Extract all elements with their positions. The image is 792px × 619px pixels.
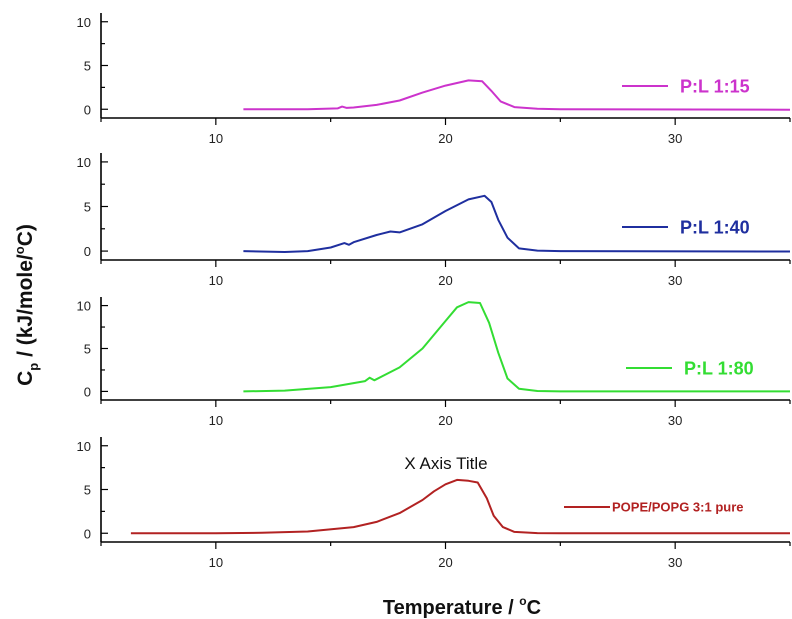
x-tick-label: 20 bbox=[438, 555, 452, 570]
legend-label: P:L 1:15 bbox=[680, 76, 750, 96]
y-axis-title-main: C bbox=[14, 371, 37, 386]
x-axis-title: Temperature / oC bbox=[383, 594, 541, 619]
y-axis-title-degree: o bbox=[12, 246, 27, 254]
x-tick-label: 30 bbox=[668, 413, 682, 428]
panel-4: 0 5 10 10 20 30 POPE/POPG 3:1 pure bbox=[77, 437, 791, 570]
y-tick-label: 0 bbox=[84, 384, 91, 399]
x-axis-title-end: C bbox=[527, 597, 541, 619]
x-axis-title-annotation: X Axis Title bbox=[404, 454, 487, 473]
panel-1: 0 5 10 10 20 30 P:L 1:15 bbox=[77, 13, 791, 146]
x-tick-label: 20 bbox=[438, 273, 452, 288]
y-tick-label: 10 bbox=[77, 15, 91, 30]
x-axis-title-main: Temperature / bbox=[383, 597, 519, 619]
legend-entry: P:L 1:80 bbox=[626, 358, 754, 378]
panel-2: 0 5 10 10 20 30 P:L 1:40 bbox=[77, 153, 791, 288]
x-tick-label: 30 bbox=[668, 555, 682, 570]
series-line bbox=[130, 478, 790, 535]
legend-entry: POPE/POPG 3:1 pure bbox=[564, 500, 744, 515]
x-tick-label: 10 bbox=[209, 273, 223, 288]
series-line bbox=[243, 79, 791, 111]
legend-label: POPE/POPG 3:1 pure bbox=[612, 500, 744, 515]
y-tick-label: 10 bbox=[77, 155, 91, 170]
y-axis-title-end: C) bbox=[14, 224, 37, 246]
legend-label: P:L 1:40 bbox=[680, 217, 750, 237]
series-line bbox=[243, 194, 791, 253]
y-tick-label: 5 bbox=[84, 342, 91, 357]
y-axis-title-subscript: p bbox=[26, 363, 41, 371]
y-tick-label: 0 bbox=[84, 526, 91, 541]
y-axis-title-rest: / (kJ/mole/ bbox=[14, 254, 37, 363]
x-tick-label: 30 bbox=[668, 131, 682, 146]
legend-label: P:L 1:80 bbox=[684, 358, 754, 378]
legend-entry: P:L 1:40 bbox=[622, 217, 750, 237]
y-tick-label: 0 bbox=[84, 244, 91, 259]
x-tick-label: 30 bbox=[668, 273, 682, 288]
x-tick-label: 10 bbox=[209, 555, 223, 570]
x-tick-label: 20 bbox=[438, 131, 452, 146]
y-tick-label: 10 bbox=[77, 299, 91, 314]
y-tick-label: 10 bbox=[77, 439, 91, 454]
y-tick-label: 5 bbox=[84, 200, 91, 215]
y-tick-label: 0 bbox=[84, 102, 91, 117]
y-tick-label: 5 bbox=[84, 483, 91, 498]
series-line bbox=[243, 301, 790, 393]
x-tick-label: 10 bbox=[209, 413, 223, 428]
x-tick-label: 10 bbox=[209, 131, 223, 146]
y-axis-title: Cp / (kJ/mole/oC) bbox=[12, 224, 41, 386]
panels: 0 5 10 10 20 30 P:L 1:15 0 5 10 10 20 30 P:L 1:40 0 5 10… bbox=[77, 13, 791, 570]
x-axis-title-degree: o bbox=[519, 594, 526, 608]
x-tick-label: 20 bbox=[438, 413, 452, 428]
y-tick-label: 5 bbox=[84, 59, 91, 74]
legend-entry: P:L 1:15 bbox=[622, 76, 750, 96]
panel-3: 0 5 10 10 20 30 P:L 1:80 bbox=[77, 297, 791, 428]
